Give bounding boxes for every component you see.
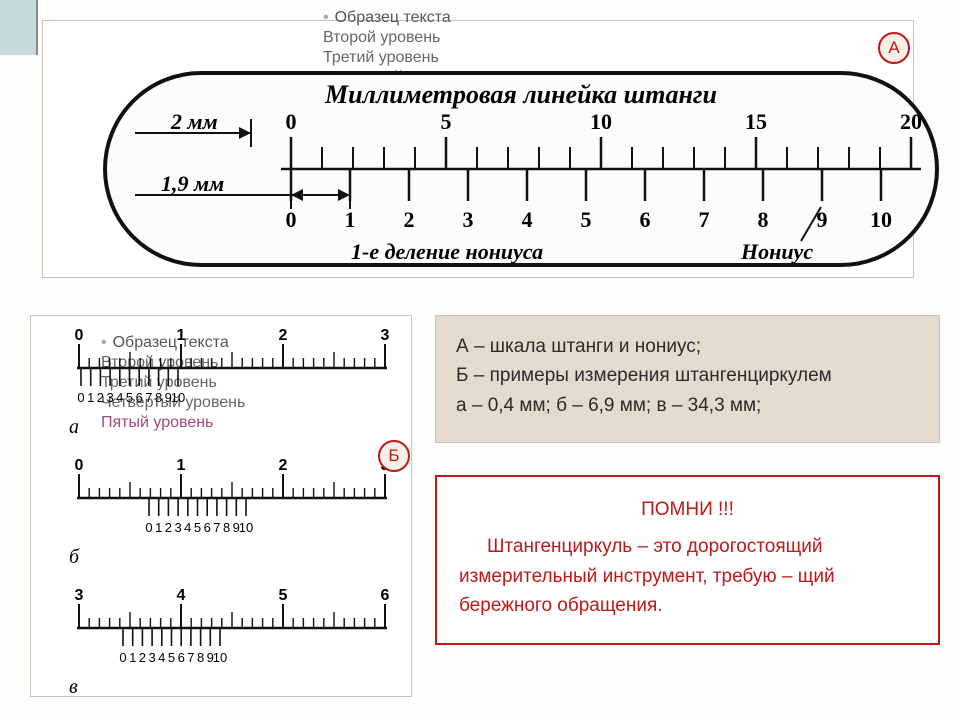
svg-text:2: 2 (97, 390, 104, 405)
svg-text:1: 1 (177, 457, 186, 474)
svg-text:8: 8 (758, 207, 769, 232)
panel-explanation: А – шкала штанги и нониус; Б – примеры и… (435, 315, 940, 443)
svg-text:8: 8 (197, 650, 204, 665)
svg-text:10: 10 (590, 109, 612, 134)
example-row-b: 0123012345678910 (67, 456, 397, 552)
decorative-side-strip (0, 0, 38, 55)
label-2mm: 2 мм (170, 109, 218, 134)
svg-text:5: 5 (194, 520, 201, 535)
svg-text:7: 7 (699, 207, 710, 232)
svg-text:3: 3 (463, 207, 474, 232)
svg-text:10: 10 (870, 207, 892, 232)
svg-text:4: 4 (522, 207, 533, 232)
badge-a: А (878, 32, 910, 64)
svg-text:0: 0 (286, 109, 297, 134)
svg-text:5: 5 (126, 390, 133, 405)
svg-text:8: 8 (155, 390, 162, 405)
row-label-a: а (69, 416, 79, 439)
svg-text:5: 5 (581, 207, 592, 232)
svg-text:2: 2 (404, 207, 415, 232)
svg-text:1: 1 (87, 390, 94, 405)
svg-text:1: 1 (129, 650, 136, 665)
svg-text:10: 10 (213, 650, 227, 665)
svg-text:4: 4 (184, 520, 191, 535)
badge-b: Б (378, 440, 410, 472)
svg-text:3: 3 (75, 587, 84, 604)
svg-text:2: 2 (279, 327, 288, 344)
svg-text:2: 2 (279, 457, 288, 474)
ph-l3: Третий уровень (323, 49, 467, 67)
svg-text:10: 10 (239, 520, 253, 535)
svg-text:2: 2 (165, 520, 172, 535)
svg-text:7: 7 (213, 520, 220, 535)
svg-text:4: 4 (177, 587, 186, 604)
ph-l2: Второй уровень (323, 29, 467, 47)
badge-b-label: Б (388, 446, 399, 466)
warning-header: ПОМНИ !!! (459, 495, 916, 524)
caption-left: 1-е деление нониуса (351, 239, 543, 264)
caption-right: Нониус (740, 239, 813, 264)
svg-text:3: 3 (174, 520, 181, 535)
svg-text:10: 10 (171, 390, 185, 405)
row-label-c: в (69, 676, 78, 699)
svg-text:15: 15 (745, 109, 767, 134)
row-label-b: б (69, 546, 79, 569)
example-row-c: 3456012345678910 (67, 586, 397, 682)
exp-line2: Б – примеры измерения штангенциркулем (456, 361, 919, 390)
svg-text:1: 1 (155, 520, 162, 535)
svg-text:5: 5 (441, 109, 452, 134)
svg-text:6: 6 (204, 520, 211, 535)
svg-text:7: 7 (145, 390, 152, 405)
svg-text:6: 6 (178, 650, 185, 665)
svg-text:4: 4 (116, 390, 123, 405)
svg-text:0: 0 (286, 207, 297, 232)
svg-text:4: 4 (158, 650, 165, 665)
panel-a-container: Образец текста Второй уровень Третий уро… (42, 20, 914, 278)
svg-text:1: 1 (345, 207, 356, 232)
svg-text:20: 20 (900, 109, 922, 134)
svg-text:5: 5 (279, 587, 288, 604)
badge-a-label: А (888, 38, 899, 58)
exp-line1: А – шкала штанги и нониус; (456, 332, 919, 361)
svg-text:2: 2 (139, 650, 146, 665)
svg-text:3: 3 (381, 327, 390, 344)
panel-b-examples: Образец текста Второй уровень Третий уро… (30, 315, 412, 697)
svg-text:6: 6 (136, 390, 143, 405)
svg-text:1: 1 (177, 327, 186, 344)
caliper-diagram-a: Миллиметровая линейка штанги 2 мм 051015… (101, 69, 941, 269)
label-1-9mm: 1,9 мм (161, 171, 224, 196)
diagram-a-title: Миллиметровая линейка штанги (324, 80, 717, 109)
svg-text:0: 0 (75, 457, 84, 474)
ph-l1: Образец текста (323, 9, 467, 27)
svg-text:3: 3 (106, 390, 113, 405)
example-row-a: 0123012345678910 (67, 326, 397, 422)
svg-text:6: 6 (381, 587, 390, 604)
svg-text:5: 5 (168, 650, 175, 665)
svg-text:0: 0 (75, 327, 84, 344)
svg-text:8: 8 (223, 520, 230, 535)
panel-warning: ПОМНИ !!! Штангенциркуль – это дорогосто… (435, 475, 940, 645)
svg-text:7: 7 (187, 650, 194, 665)
svg-text:3: 3 (148, 650, 155, 665)
warning-body: Штангенциркуль – это дорогостоящий измер… (459, 532, 916, 620)
svg-text:6: 6 (640, 207, 651, 232)
svg-text:0: 0 (119, 650, 126, 665)
exp-line3: а – 0,4 мм; б – 6,9 мм; в – 34,3 мм; (456, 391, 919, 420)
svg-text:0: 0 (145, 520, 152, 535)
svg-text:0: 0 (77, 390, 84, 405)
